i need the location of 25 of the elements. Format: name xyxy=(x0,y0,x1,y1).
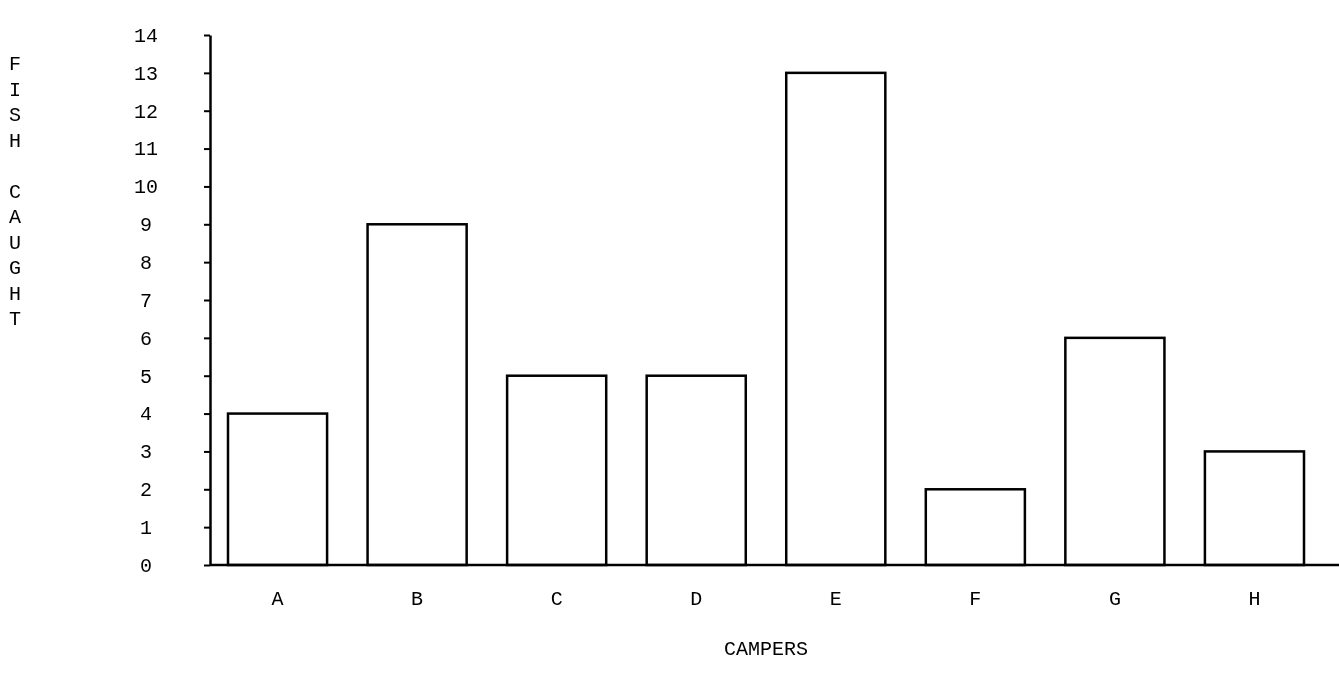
x-tick-label: D xyxy=(690,588,703,612)
x-tick-label: B xyxy=(411,588,424,612)
text: FISH CAUGHT xyxy=(8,53,22,331)
y-tick-label: 11 xyxy=(133,138,159,162)
x-tick-label: C xyxy=(550,588,563,612)
y-tick-label: 12 xyxy=(133,100,159,124)
y-tick-label: 4 xyxy=(139,403,153,427)
y-tick-label: 6 xyxy=(139,327,153,351)
y-tick-label: 9 xyxy=(139,214,153,238)
x-tick-label: H xyxy=(1248,588,1261,612)
y-tick-label: 14 xyxy=(133,24,159,48)
y-tick-label: 2 xyxy=(139,479,153,503)
x-tick-label: G xyxy=(1108,588,1121,612)
x-tick-label: E xyxy=(829,588,842,612)
y-tick-label: 10 xyxy=(133,176,159,200)
y-tick-label: 3 xyxy=(139,441,153,465)
y-tick-label: 5 xyxy=(139,365,153,389)
y-tick-label: 13 xyxy=(133,62,159,86)
y-tick-label: 0 xyxy=(139,554,153,578)
y-tick-label: 1 xyxy=(139,517,153,541)
y-tick-label: 7 xyxy=(139,289,153,313)
x-tick-label: F xyxy=(969,588,982,612)
y-tick-label: 8 xyxy=(139,252,153,276)
x-tick-label: A xyxy=(271,588,284,612)
x-axis-title: CAMPERS xyxy=(723,638,809,661)
